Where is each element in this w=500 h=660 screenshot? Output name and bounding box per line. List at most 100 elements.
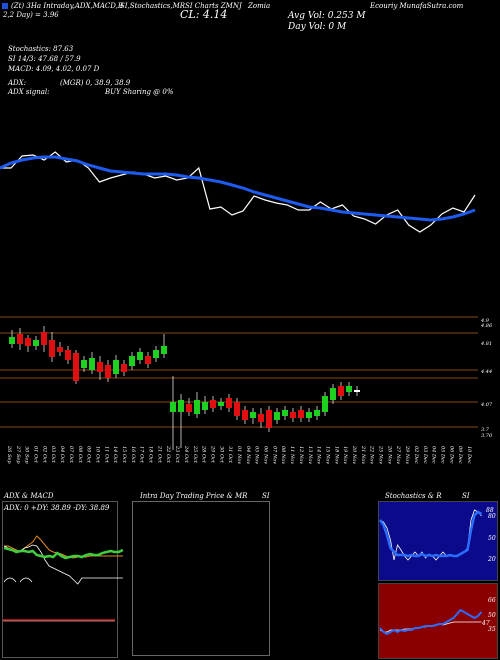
rsi-tick-50: 50 bbox=[488, 612, 496, 619]
candle-body bbox=[145, 356, 151, 364]
candle-body bbox=[210, 400, 216, 408]
y-tick-label: 4.81 bbox=[480, 341, 492, 347]
date-tick-label: 25 Nov bbox=[378, 445, 384, 464]
rsi-tick-35: 35 bbox=[488, 626, 496, 633]
adx-label: ADX: bbox=[8, 79, 27, 87]
candle-body bbox=[194, 400, 200, 414]
date-tick-label: 14 Nov bbox=[316, 446, 322, 464]
candle-body bbox=[65, 350, 71, 360]
stoch-si: SI bbox=[462, 492, 470, 500]
candle-body bbox=[170, 402, 176, 412]
date-tick-label: 13 Nov bbox=[307, 446, 313, 464]
date-tick-label: 12 Nov bbox=[298, 446, 304, 464]
date-tick-label: 22 Oct bbox=[165, 445, 171, 464]
candle-body bbox=[89, 358, 95, 370]
date-tick-label: 20 Nov bbox=[351, 445, 357, 464]
date-tick-label: 23 Oct bbox=[174, 445, 180, 464]
date-tick-label: 18 Oct bbox=[148, 446, 154, 464]
candle-body bbox=[178, 400, 184, 412]
candle-body bbox=[234, 402, 240, 416]
date-tick-label: 04 Nov bbox=[245, 446, 251, 464]
header-legend-square bbox=[2, 2, 8, 10]
date-tick-label: 22 Nov bbox=[369, 445, 375, 464]
date-tick-label: 26 Nov bbox=[386, 445, 392, 464]
date-tick-label: 29 Nov bbox=[404, 445, 410, 464]
date-tick-label: 08 Nov bbox=[280, 446, 286, 464]
close-price: CL: 4.14 bbox=[180, 8, 228, 21]
y-tick-label: 4.9 bbox=[480, 318, 490, 324]
date-tick-label: 17 Oct bbox=[139, 446, 145, 464]
candle-body bbox=[266, 410, 272, 428]
date-tick-label: 03 Dec bbox=[422, 446, 428, 464]
date-tick-label: 03 Oct bbox=[50, 446, 56, 464]
candle-body bbox=[49, 340, 55, 357]
date-tick-label: 29 Oct bbox=[209, 445, 215, 464]
date-tick-label: 08 Oct bbox=[77, 446, 83, 464]
date-tick-label: 25 Oct bbox=[192, 445, 198, 464]
date-tick-label: 02 Oct bbox=[41, 446, 47, 464]
y-tick-label: 4.07 bbox=[480, 402, 493, 408]
rsi-current: 47 bbox=[482, 620, 490, 627]
intraday-title: Intra Day Trading Price & MR bbox=[140, 492, 248, 500]
date-tick-label: 07 Oct bbox=[68, 446, 74, 464]
stoch-current: 88 bbox=[486, 507, 494, 514]
date-tick-label: 02 Dec bbox=[413, 446, 419, 464]
date-tick-label: 10 Dec bbox=[466, 446, 472, 464]
date-tick-label: 26 Sep bbox=[6, 445, 12, 464]
stochastics-panel bbox=[378, 501, 498, 581]
header-title-3: SI Charts ZMNJ bbox=[185, 2, 242, 10]
stoch-title: Stochastics & R bbox=[385, 492, 442, 500]
candle-body bbox=[161, 346, 167, 354]
date-tick-label: 11 Oct bbox=[103, 446, 109, 464]
moving-average-line bbox=[0, 155, 476, 222]
date-tick-label: 09 Dec bbox=[457, 446, 463, 464]
price-line-chart bbox=[0, 151, 476, 233]
date-tick-label: 30 Sep bbox=[24, 446, 30, 464]
candle-body bbox=[354, 390, 360, 392]
candle-body bbox=[73, 353, 79, 381]
candle-body bbox=[137, 352, 143, 360]
adx-values: (MGR) 0, 38.9, 38.9 bbox=[60, 79, 131, 87]
macd-area bbox=[3, 594, 115, 655]
watermark: Ecouriy MunafaSutra.com bbox=[370, 2, 464, 10]
candle-body bbox=[322, 396, 328, 412]
candle-body bbox=[33, 340, 39, 346]
rsi-readout: SI 14/3: 47.68 / 57.9 bbox=[8, 55, 81, 63]
candle-body bbox=[25, 338, 31, 346]
candle-body bbox=[186, 404, 192, 412]
candle-body bbox=[338, 386, 344, 396]
day-volume: Day Vol: 0 M bbox=[288, 22, 347, 32]
candle-body bbox=[57, 347, 63, 352]
date-tick-label: 14 Oct bbox=[112, 446, 118, 464]
date-tick-label: 01 Nov bbox=[236, 446, 242, 464]
date-tick-label: 27 Sep bbox=[15, 445, 21, 464]
candle-body bbox=[258, 414, 264, 422]
date-tick-label: 11 Nov bbox=[289, 446, 295, 464]
adx-panel-readout: ADX: 0 +DY: 38.89 -DY: 38.89 bbox=[4, 504, 110, 512]
adx-macd-title: ADX & MACD bbox=[4, 492, 54, 500]
candle-body bbox=[41, 332, 47, 345]
header-title-1: (Zt) 3Ha Intraday,ADX,MACD,B bbox=[11, 2, 124, 10]
candle-body bbox=[314, 410, 320, 416]
date-tick-label: 31 Oct bbox=[227, 446, 233, 464]
intraday-panel bbox=[132, 501, 270, 656]
candle-body bbox=[306, 412, 312, 418]
candle-body bbox=[113, 360, 119, 374]
candle-body bbox=[330, 388, 336, 400]
date-tick-label: 09 Oct bbox=[86, 446, 92, 464]
stoch-tick-80: 80 bbox=[488, 513, 496, 520]
date-tick-label: 27 Nov bbox=[395, 445, 401, 464]
candle-body bbox=[226, 398, 232, 408]
candle-body bbox=[346, 386, 352, 392]
date-tick-label: 05 Dec bbox=[439, 446, 445, 464]
header-ticker: Zomia bbox=[248, 2, 271, 10]
date-tick-label: 10 Oct bbox=[94, 446, 100, 464]
date-tick-label: 24 Oct bbox=[183, 445, 189, 464]
y-tick-label: 3.70 bbox=[481, 433, 493, 439]
candle-body bbox=[105, 365, 111, 378]
header-day-value: 2,2 Day) = 3.96 bbox=[3, 11, 59, 19]
date-tick-label: 15 Oct bbox=[121, 446, 127, 464]
y-tick-label: 3.7 bbox=[481, 427, 490, 433]
header-title-2: SI,Stochastics,MR bbox=[120, 2, 186, 10]
